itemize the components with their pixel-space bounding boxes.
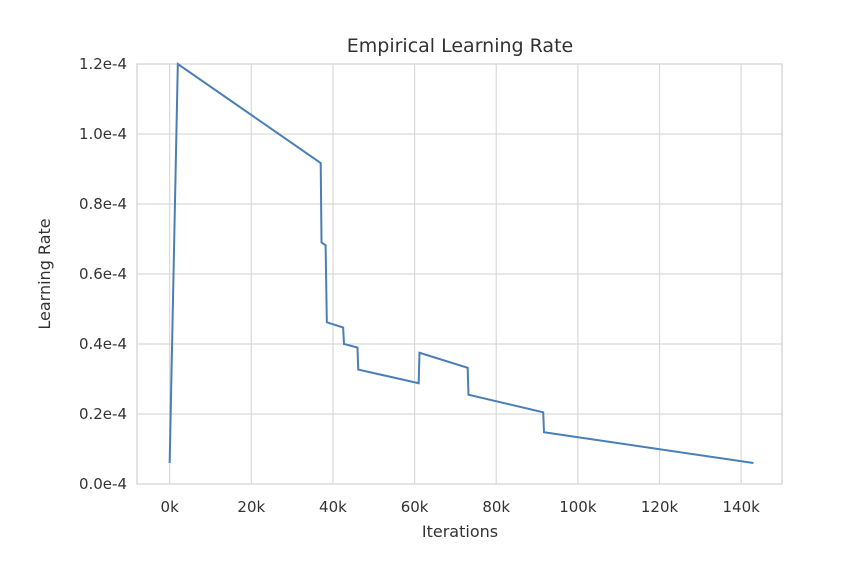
series-line-0 xyxy=(168,62,754,464)
x-tick-label: 40k xyxy=(319,498,347,516)
x-tick-label: 0k xyxy=(161,498,180,516)
y-tick-label: 1.2e-4 xyxy=(79,55,127,73)
x-tick-label: 80k xyxy=(482,498,510,516)
series-layer xyxy=(168,62,754,464)
y-tick-label: 0.8e-4 xyxy=(79,195,127,213)
x-tick-label: 120k xyxy=(641,498,679,516)
y-tick-label: 0.0e-4 xyxy=(79,475,127,493)
y-axis-title: Learning Rate xyxy=(35,218,54,329)
y-axis: 0.0e-4 0.2e-4 0.4e-4 0.6e-4 0.8e-4 1.0e-4 1.2e… xyxy=(79,55,127,493)
x-tick-label: 60k xyxy=(401,498,429,516)
chart-title: Empirical Learning Rate xyxy=(347,35,573,57)
y-tick-label: 0.6e-4 xyxy=(79,265,127,283)
x-tick-label: 20k xyxy=(237,498,265,516)
y-tick-label: 0.2e-4 xyxy=(79,405,127,423)
x-tick-label: 100k xyxy=(559,498,597,516)
x-axis: 0k 20k 40k 60k 80k 100k 120k 140k xyxy=(161,498,761,516)
x-axis-title: Iterations xyxy=(422,522,498,541)
y-tick-label: 1.0e-4 xyxy=(79,125,127,143)
y-tick-label: 0.4e-4 xyxy=(79,335,127,353)
x-tick-label: 140k xyxy=(723,498,761,516)
y-gridlines xyxy=(137,63,782,485)
